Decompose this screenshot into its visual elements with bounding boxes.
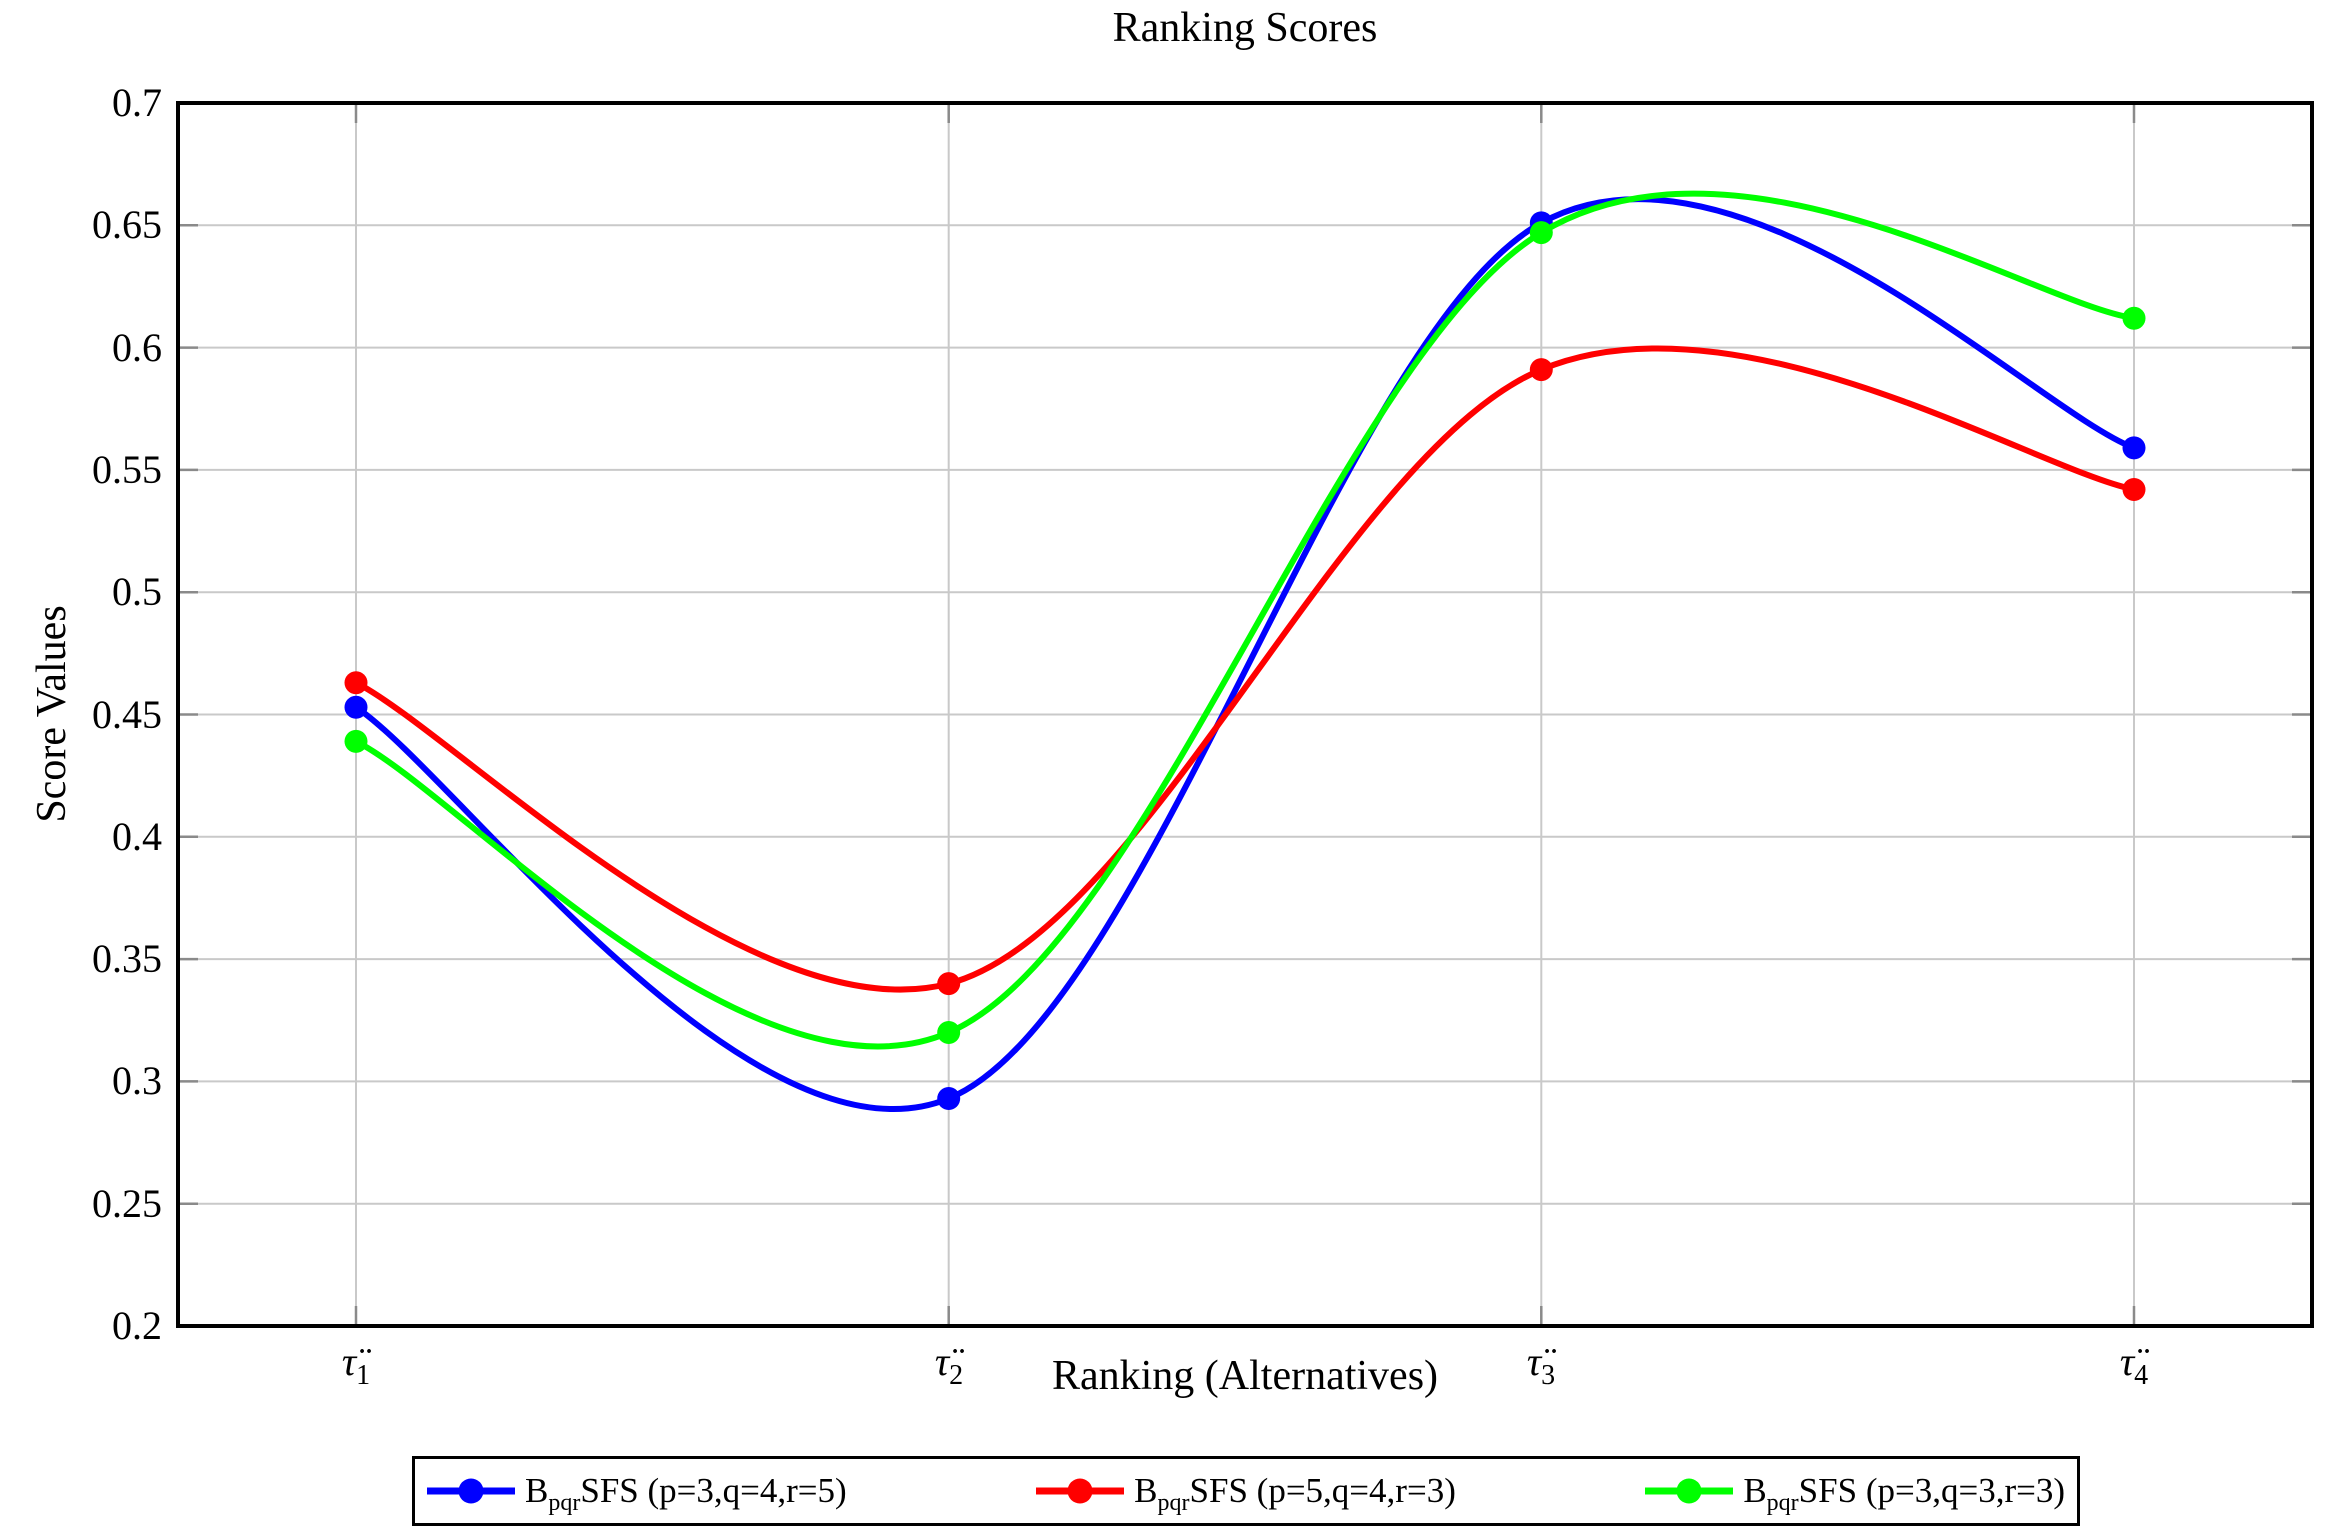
legend-item-series-3: BpqrSFS (p=3,q=3,r=3) <box>1645 1471 2065 1516</box>
y-tick-label: 0.3 <box>112 1058 162 1104</box>
x-tick-label-4: τ̈4 <box>2054 1338 2214 1390</box>
legend-label: BpqrSFS (p=3,q=4,r=5) <box>525 1471 847 1516</box>
legend-line-marker-icon <box>1645 1478 1734 1504</box>
data-point-marker <box>937 1021 961 1044</box>
y-tick-label: 0.25 <box>92 1180 162 1226</box>
legend-item-series-1: BpqrSFS (p=3,q=4,r=5) <box>427 1471 847 1516</box>
x-tick-label-3: τ̈3 <box>1461 1338 1621 1390</box>
x-tick-label-1: τ̈1 <box>276 1338 436 1390</box>
tau-symbol: τ̈ <box>341 1339 357 1384</box>
tau-subscript: 4 <box>2134 1360 2149 1391</box>
legend-marker <box>1676 1478 1702 1504</box>
data-point-marker <box>937 1087 961 1110</box>
series-line-2 <box>353 345 2137 993</box>
tau-subscript: 2 <box>949 1360 964 1391</box>
legend: BpqrSFS (p=3,q=4,r=5) BpqrSFS (p=5,q=4,r… <box>412 1456 2080 1526</box>
legend-label: BpqrSFS (p=5,q=4,r=3) <box>1134 1471 1456 1516</box>
data-point-marker <box>2122 436 2146 460</box>
y-tick-label: 0.6 <box>112 324 162 370</box>
legend-line-marker-icon <box>1036 1478 1125 1504</box>
y-tick-label: 0.4 <box>112 813 162 859</box>
chart-title: Ranking Scores <box>1112 5 1378 51</box>
y-tick-label: 0.45 <box>92 691 162 737</box>
x-tick-label-2: τ̈2 <box>869 1338 1029 1390</box>
y-tick-label: 0.35 <box>92 936 162 982</box>
legend-label: BpqrSFS (p=3,q=3,r=3) <box>1743 1471 2065 1516</box>
tau-symbol: τ̈ <box>1526 1339 1542 1384</box>
tau-subscript: 1 <box>356 1360 371 1391</box>
legend-marker <box>1067 1478 1093 1504</box>
legend-item-series-2: BpqrSFS (p=5,q=4,r=3) <box>1036 1471 1456 1516</box>
y-tick-label: 0.2 <box>112 1303 162 1348</box>
y-tick-label: 0.7 <box>112 80 162 125</box>
tau-symbol: τ̈ <box>934 1339 950 1384</box>
legend-line-marker-icon <box>427 1478 515 1504</box>
data-point-marker <box>344 729 368 753</box>
legend-marker <box>458 1478 484 1504</box>
tau-symbol: τ̈ <box>2119 1339 2135 1384</box>
series-line-1 <box>353 196 2137 1112</box>
y-tick-label: 0.65 <box>92 202 162 248</box>
y-tick-label: 0.5 <box>112 569 162 615</box>
data-point-marker <box>2122 306 2146 330</box>
data-point-marker <box>2122 478 2146 501</box>
data-point-marker <box>1529 358 1553 382</box>
plot-area <box>176 101 2314 1328</box>
axis-frame <box>176 101 2314 1328</box>
tau-subscript: 3 <box>1541 1360 1556 1391</box>
data-point-marker <box>344 671 368 695</box>
x-axis-label: Ranking (Alternatives) <box>1051 1353 1439 1399</box>
data-point-marker <box>937 972 961 996</box>
series-line-3 <box>353 190 2137 1050</box>
data-point-marker <box>344 695 368 719</box>
y-tick-label: 0.55 <box>92 446 162 492</box>
data-point-marker <box>1529 221 1553 245</box>
